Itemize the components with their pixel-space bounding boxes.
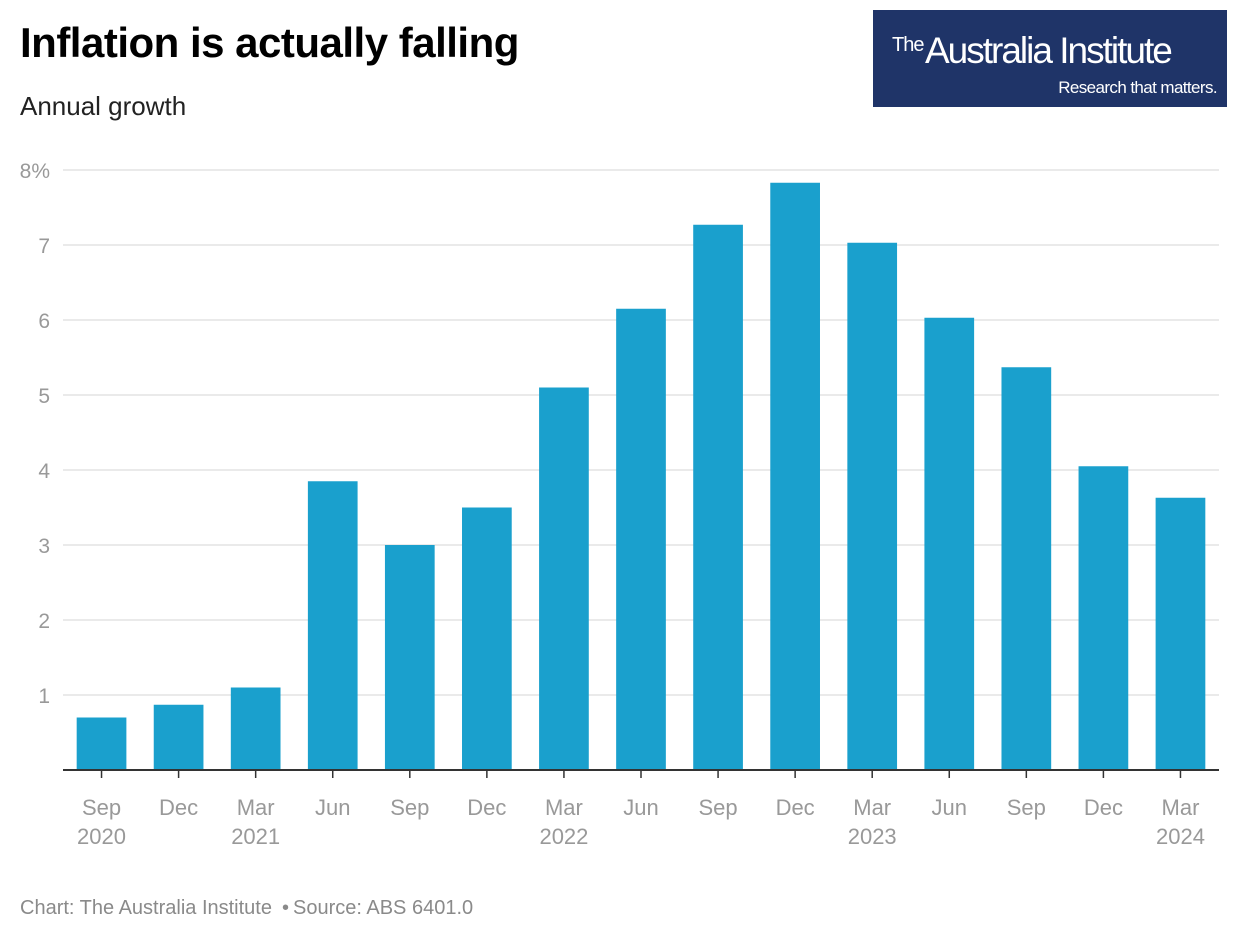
bar <box>153 704 204 770</box>
logo-tagline: Research that matters. <box>1058 78 1217 97</box>
x-tick-label: Mar <box>545 795 583 820</box>
chart-subtitle: Annual growth <box>20 91 187 121</box>
bar <box>1001 367 1052 770</box>
bar <box>770 182 820 770</box>
bar <box>539 387 589 770</box>
y-tick-label: 7 <box>38 235 50 258</box>
chart-footer: Chart: The Australia Institute • Source: A… <box>20 897 473 920</box>
x-tick-year-label: 2021 <box>231 824 280 849</box>
bar <box>462 507 512 770</box>
y-tick-label: 6 <box>38 310 50 333</box>
bar <box>693 224 743 770</box>
x-tick-label: Dec <box>1084 795 1123 820</box>
bar <box>76 717 127 770</box>
australia-institute-logo[interactable]: The Australia Institute Research that ma… <box>873 10 1227 107</box>
bar-chart: 1 2 3 4 5 6 7 8% Sep 2020 Dec Mar 2021 Jun Sep Dec Mar 2… <box>20 160 1219 849</box>
y-tick-label: 1 <box>38 685 50 708</box>
y-tick-label: 8% <box>20 160 50 183</box>
chart-source: Source: ABS 6401.0 <box>293 897 474 919</box>
chart-title: Inflation is actually falling <box>20 19 519 66</box>
x-tick-label: Mar <box>1162 795 1200 820</box>
bar <box>847 242 898 770</box>
x-tick-label: Jun <box>623 795 658 820</box>
x-tick-label: Dec <box>159 795 198 820</box>
x-tick-label: Sep <box>698 795 737 820</box>
footer-separator: • <box>281 897 289 919</box>
x-tick-label: Sep <box>1007 795 1046 820</box>
logo-the-text: The <box>892 34 924 56</box>
x-tick-label: Jun <box>932 795 967 820</box>
bar <box>384 545 435 770</box>
x-tick-label: Dec <box>467 795 506 820</box>
y-tick-label: 2 <box>38 610 50 633</box>
x-tick-year-label: 2020 <box>77 824 126 849</box>
x-tick-label: Dec <box>776 795 815 820</box>
x-axis <box>63 769 1219 778</box>
x-tick-label: Sep <box>82 795 121 820</box>
chart-credit: Chart: The Australia Institute <box>20 897 272 919</box>
x-tick-label: Jun <box>315 795 350 820</box>
bar <box>307 481 358 770</box>
x-tick-year-label: 2024 <box>1156 824 1205 849</box>
x-tick-label: Sep <box>390 795 429 820</box>
bar <box>924 317 975 770</box>
bar <box>1078 466 1129 770</box>
bars <box>76 182 1206 770</box>
x-tick-year-label: 2023 <box>848 824 897 849</box>
x-axis-ticks: Sep 2020 Dec Mar 2021 Jun Sep Dec Mar 2022 Jun Sep D… <box>77 795 1205 849</box>
y-tick-label: 4 <box>38 460 50 483</box>
bar <box>1155 497 1206 770</box>
logo-name-text: Australia Institute <box>925 30 1173 71</box>
y-axis-ticks: 1 2 3 4 5 6 7 8% <box>20 160 51 708</box>
bar <box>230 687 281 770</box>
y-tick-label: 3 <box>38 535 50 558</box>
bar <box>616 308 666 770</box>
x-tick-label: Mar <box>237 795 275 820</box>
y-tick-label: 5 <box>38 385 50 408</box>
x-tick-label: Mar <box>853 795 891 820</box>
x-tick-year-label: 2022 <box>539 824 588 849</box>
